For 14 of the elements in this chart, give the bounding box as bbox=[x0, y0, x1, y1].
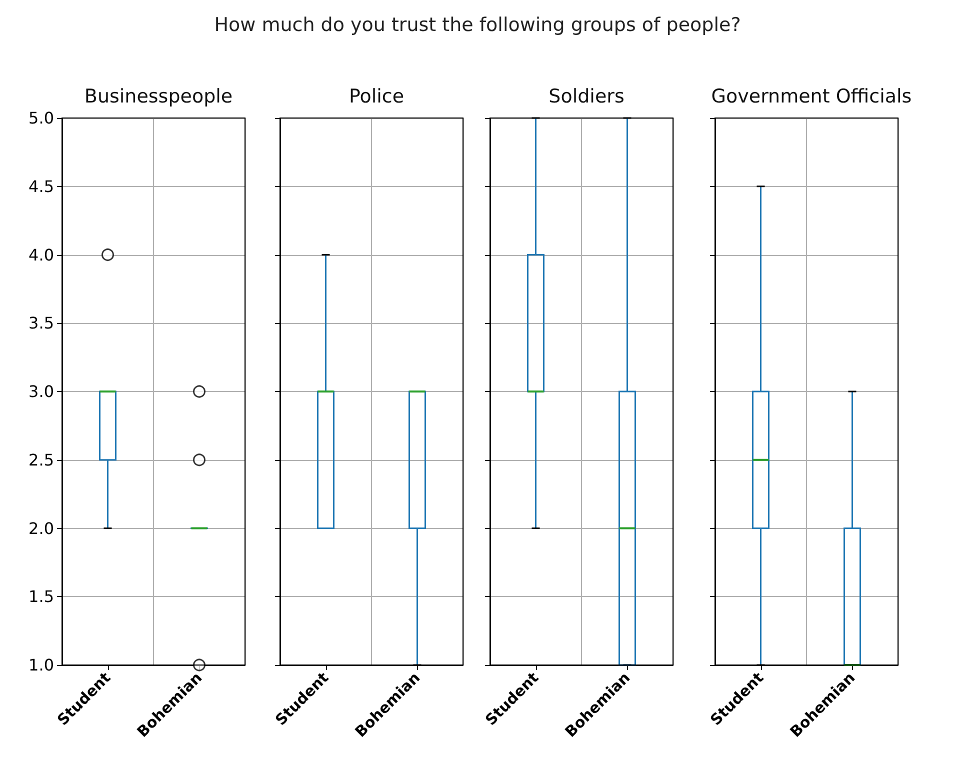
chart-title: Police bbox=[348, 86, 404, 108]
y-tick-label: 4.5 bbox=[28, 176, 54, 196]
y-tick-label: 1.5 bbox=[28, 587, 54, 606]
chart-title: Government Officials bbox=[711, 86, 912, 108]
y-tick-label: 5.0 bbox=[28, 108, 54, 128]
y-tick-label: 3.5 bbox=[28, 314, 54, 333]
y-tick-label: 2.5 bbox=[28, 450, 54, 470]
y-tick-label: 4.0 bbox=[28, 245, 54, 264]
text: How much do you trust the following groups of people? bbox=[213, 14, 742, 36]
chart-title: Businesspeople bbox=[84, 86, 233, 108]
y-tick-label: 2.0 bbox=[28, 518, 54, 538]
chart-title: Soldiers bbox=[548, 86, 624, 108]
y-tick-label: 3.0 bbox=[28, 382, 54, 401]
y-tick-label: 1.0 bbox=[28, 656, 54, 674]
